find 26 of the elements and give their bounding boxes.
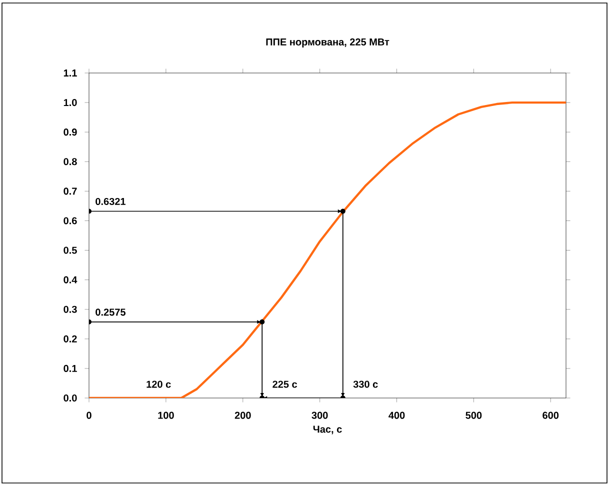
annotation: 225 с xyxy=(272,380,298,388)
annotation: 120 с xyxy=(146,380,171,388)
x-axis-title: Час, с xyxy=(313,426,342,434)
y-tick-label: 1.0 xyxy=(64,99,77,106)
y-tick-label: 0.8 xyxy=(64,158,77,166)
x-tick-label: 300 xyxy=(312,412,328,419)
x-tick-label: 400 xyxy=(388,412,405,419)
y-tick-label: 0.3 xyxy=(64,306,77,313)
y-tick-label: 0.5 xyxy=(64,246,77,254)
x-tick-label: 200 xyxy=(234,412,251,419)
x-tick-label: 0 xyxy=(86,412,92,419)
annotation: 0.2575 xyxy=(96,308,126,316)
y-tick-label: 1.1 xyxy=(64,70,77,76)
x-tick-label: 600 xyxy=(542,412,559,419)
y-tick-label: 0.2 xyxy=(64,335,77,342)
y-tick-label: 0.0 xyxy=(64,394,77,402)
chart-title: ППЕ нормована, 225 МВт xyxy=(266,38,390,48)
y-tick-label: 0.6 xyxy=(64,217,77,224)
x-tick-label: 100 xyxy=(158,412,174,419)
y-tick-label: 0.7 xyxy=(64,188,77,195)
y-tick-label: 0.9 xyxy=(64,128,77,136)
annotation: 330 с xyxy=(353,380,378,388)
y-tick-label: 0.1 xyxy=(64,364,77,372)
annotation: 0.6321 xyxy=(96,198,126,206)
y-tick-label: 0.4 xyxy=(64,276,78,284)
x-tick-label: 500 xyxy=(466,412,482,419)
